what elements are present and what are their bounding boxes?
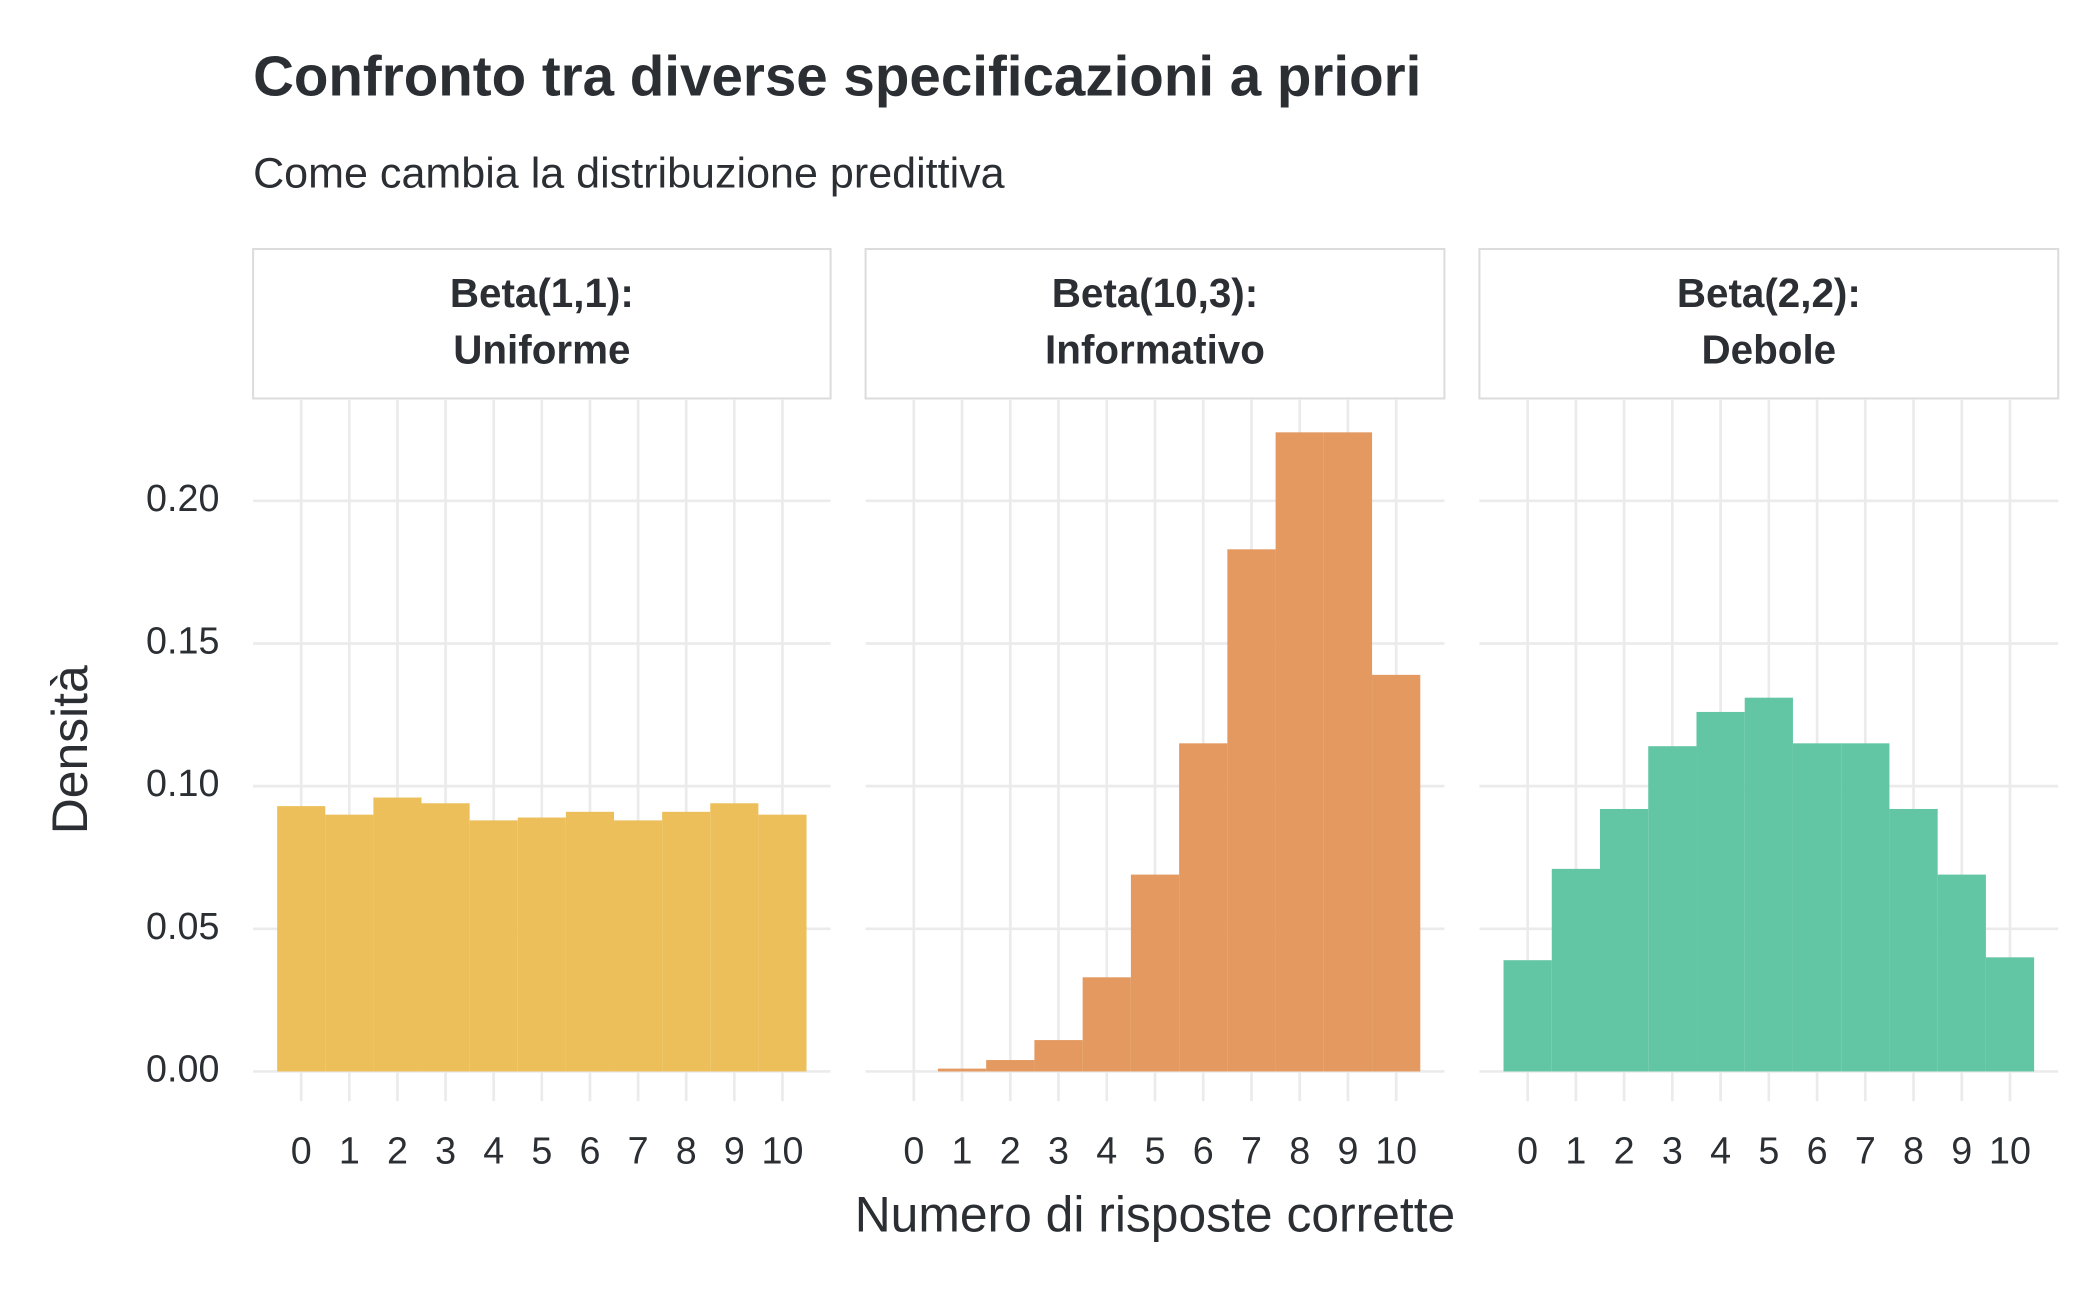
bar bbox=[662, 811, 711, 1072]
x-tick-label: 4 bbox=[483, 1130, 504, 1172]
y-tick-label: 0.00 bbox=[146, 1047, 219, 1089]
bar bbox=[1985, 957, 2035, 1072]
x-tick-label: 2 bbox=[1614, 1130, 1635, 1172]
y-axis-label: Densità bbox=[42, 665, 98, 834]
x-tick-label: 5 bbox=[531, 1130, 552, 1172]
x-tick-label: 8 bbox=[1903, 1130, 1924, 1172]
bar bbox=[373, 797, 422, 1072]
bar bbox=[421, 803, 470, 1072]
x-tick-label: 1 bbox=[952, 1130, 973, 1172]
x-tick-label: 7 bbox=[628, 1130, 649, 1172]
x-tick-label: 0 bbox=[1517, 1130, 1538, 1172]
bar bbox=[1648, 746, 1697, 1072]
bar bbox=[1937, 874, 1986, 1072]
x-tick-label: 0 bbox=[291, 1130, 312, 1172]
y-tick-label: 0.05 bbox=[146, 905, 219, 947]
facet-strip bbox=[1478, 248, 2060, 400]
y-tick-label: 0.10 bbox=[146, 762, 219, 804]
bar bbox=[1179, 743, 1228, 1072]
x-tick-label: 1 bbox=[339, 1130, 360, 1172]
x-tick-label: 4 bbox=[1710, 1130, 1731, 1172]
bar bbox=[937, 1068, 987, 1072]
x-tick-label: 9 bbox=[1337, 1130, 1358, 1172]
x-tick-label: 5 bbox=[1758, 1130, 1779, 1172]
x-tick-label: 8 bbox=[676, 1130, 697, 1172]
x-tick-label: 9 bbox=[724, 1130, 745, 1172]
bar bbox=[1082, 977, 1131, 1072]
chart-title: Confronto tra diverse specificazioni a p… bbox=[253, 45, 1421, 108]
x-tick-label: 6 bbox=[579, 1130, 600, 1172]
x-tick-label: 4 bbox=[1096, 1130, 1117, 1172]
facet-strip bbox=[252, 248, 832, 400]
x-tick-label: 10 bbox=[1989, 1130, 2031, 1172]
facet-strip bbox=[864, 248, 1446, 400]
bar bbox=[325, 814, 374, 1072]
bar bbox=[565, 811, 615, 1072]
facet-title: Beta(10,3): Informativo bbox=[1045, 270, 1265, 373]
facet-title: Beta(1,1): Uniforme bbox=[450, 270, 634, 373]
bar bbox=[1034, 1040, 1083, 1072]
bar bbox=[614, 820, 663, 1072]
bar bbox=[277, 806, 326, 1072]
bar bbox=[1696, 711, 1745, 1072]
x-tick-label: 3 bbox=[1662, 1130, 1683, 1172]
bar bbox=[758, 814, 807, 1072]
bar bbox=[1275, 432, 1324, 1072]
bar bbox=[1130, 874, 1180, 1072]
bar bbox=[1889, 808, 1938, 1072]
bar bbox=[517, 817, 566, 1072]
x-tick-label: 8 bbox=[1289, 1130, 1310, 1172]
x-axis-label: Numero di risposte corrette bbox=[855, 1186, 1456, 1242]
facet-title: Beta(2,2): Debole bbox=[1677, 270, 1861, 373]
x-tick-label: 6 bbox=[1193, 1130, 1214, 1172]
bar bbox=[1372, 674, 1421, 1072]
x-tick-label: 3 bbox=[435, 1130, 456, 1172]
y-tick-label: 0.15 bbox=[146, 619, 219, 661]
bar bbox=[1227, 549, 1276, 1072]
bar bbox=[1792, 743, 1842, 1072]
x-tick-label: 6 bbox=[1807, 1130, 1828, 1172]
x-tick-label: 5 bbox=[1145, 1130, 1166, 1172]
chart-subtitle: Come cambia la distribuzione predittiva bbox=[253, 150, 1005, 198]
x-tick-label: 9 bbox=[1951, 1130, 1972, 1172]
x-tick-label: 10 bbox=[1375, 1130, 1417, 1172]
x-tick-label: 2 bbox=[387, 1130, 408, 1172]
bar bbox=[1551, 868, 1601, 1072]
y-tick-label: 0.20 bbox=[146, 477, 219, 519]
x-tick-label: 3 bbox=[1048, 1130, 1069, 1172]
bar bbox=[469, 820, 518, 1072]
x-tick-label: 10 bbox=[761, 1130, 803, 1172]
x-tick-label: 0 bbox=[903, 1130, 924, 1172]
bar bbox=[1600, 808, 1649, 1072]
bar bbox=[710, 803, 759, 1072]
bar bbox=[1503, 960, 1552, 1072]
bar bbox=[1323, 432, 1373, 1072]
bar bbox=[986, 1060, 1035, 1072]
bar bbox=[1841, 743, 1890, 1072]
x-tick-label: 2 bbox=[1000, 1130, 1021, 1172]
bar bbox=[1744, 697, 1793, 1072]
x-tick-label: 7 bbox=[1855, 1130, 1876, 1172]
x-tick-label: 7 bbox=[1241, 1130, 1262, 1172]
x-tick-label: 1 bbox=[1565, 1130, 1586, 1172]
